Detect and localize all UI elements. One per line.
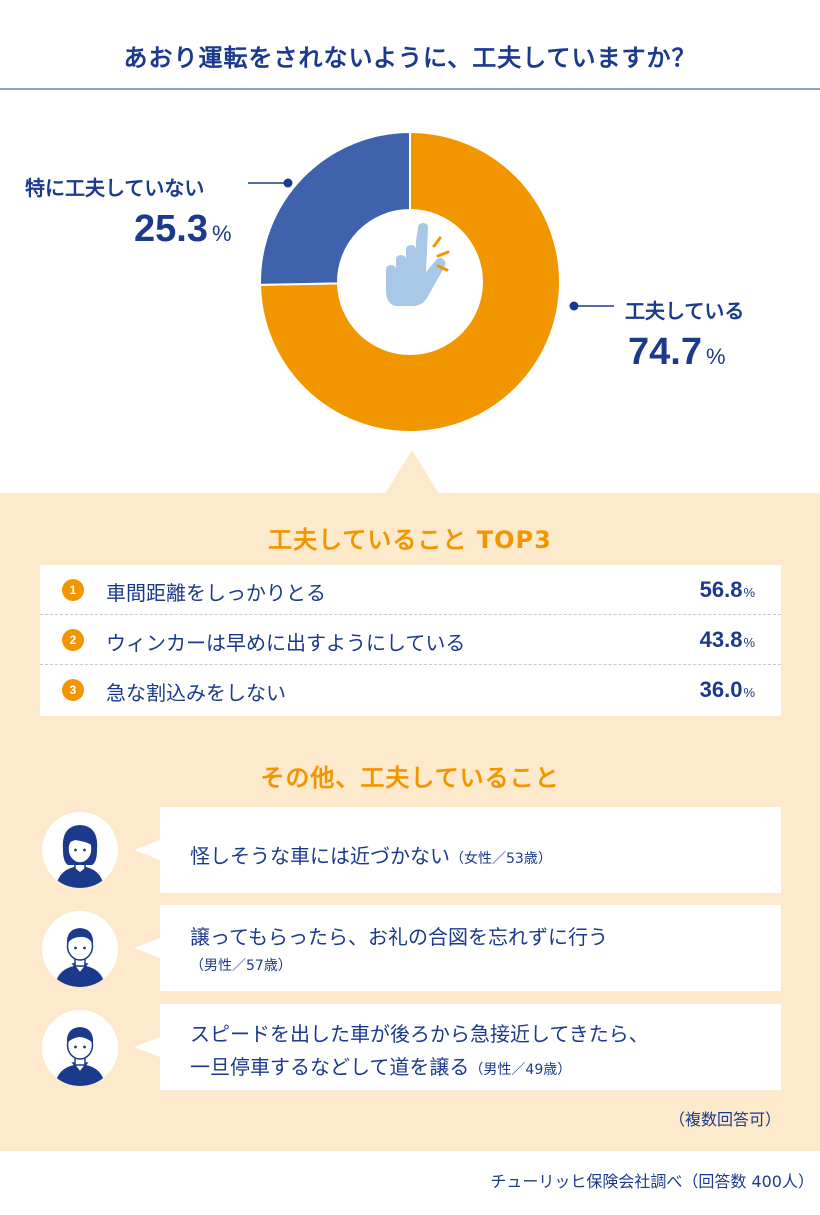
donut-slice-yes — [259, 130, 561, 433]
source-credit: チューリッヒ保険会社調べ（回答数 400人） — [490, 1172, 814, 1191]
comment-text: 一旦停車するなどして道を譲る（男性／49歳） — [190, 1055, 572, 1079]
comment-bubble: 譲ってもらったら、お礼の合図を忘れずに行う （男性／57歳） — [134, 905, 781, 991]
leader-dot-no — [283, 178, 293, 188]
comment-bubble: 怪しそうな車には近づかない（女性／53歳） — [134, 807, 781, 893]
legend-no-label: 特に工夫していない — [25, 176, 205, 200]
legend-no-value: 25.3% — [134, 208, 232, 250]
footnote: （複数回答可） — [668, 1110, 781, 1129]
legend-yes-value: 74.7% — [628, 331, 726, 373]
legend-yes-label: 工夫している — [625, 299, 745, 323]
rank-text: 車間距離をしっかりとる — [106, 581, 326, 605]
title-divider — [0, 88, 820, 90]
leader-dot-yes — [569, 301, 579, 311]
rank-text: ウィンカーは早めに出すようにしている — [106, 631, 466, 655]
top3-title: 工夫していること TOP3 — [268, 526, 552, 554]
hand-icon — [386, 223, 450, 306]
list-item: 1 車間距離をしっかりとる 56.8% — [40, 565, 781, 615]
donut-slice-no — [259, 130, 411, 286]
rank-value: 36.0% — [699, 677, 755, 702]
comment-attribution: （男性／57歳） — [190, 958, 292, 974]
rank-badge: 3 — [62, 679, 84, 701]
avatar-male — [42, 911, 118, 987]
rank-text: 急な割込みをしない — [106, 681, 286, 705]
avatar-female — [42, 812, 118, 888]
page-title: あおり運転をされないように、工夫していますか？ — [123, 44, 697, 72]
rank-value: 43.8% — [699, 627, 755, 652]
comment-text: スピードを出した車が後ろから急接近してきたら、 — [190, 1022, 649, 1046]
list-item: 3 急な割込みをしない 36.0% — [40, 665, 781, 715]
rank-badge: 1 — [62, 579, 84, 601]
others-title: その他、工夫していること — [260, 764, 560, 792]
comment-text: 怪しそうな車には近づかない（女性／53歳） — [190, 844, 552, 868]
rank-badge: 2 — [62, 629, 84, 651]
comment-text: 譲ってもらったら、お礼の合図を忘れずに行う — [190, 925, 608, 949]
donut-chart — [248, 130, 614, 433]
rank-value: 56.8% — [699, 577, 755, 602]
panel-pointer — [385, 450, 439, 494]
avatar-male — [42, 1010, 118, 1086]
comment-bubble: スピードを出した車が後ろから急接近してきたら、 一旦停車するなどして道を譲る（男… — [134, 1004, 781, 1090]
list-item: 2 ウィンカーは早めに出すようにしている 43.8% — [40, 615, 781, 665]
top3-list: 1 車間距離をしっかりとる 56.8% 2 ウィンカーは早めに出すようにしている… — [40, 565, 781, 716]
